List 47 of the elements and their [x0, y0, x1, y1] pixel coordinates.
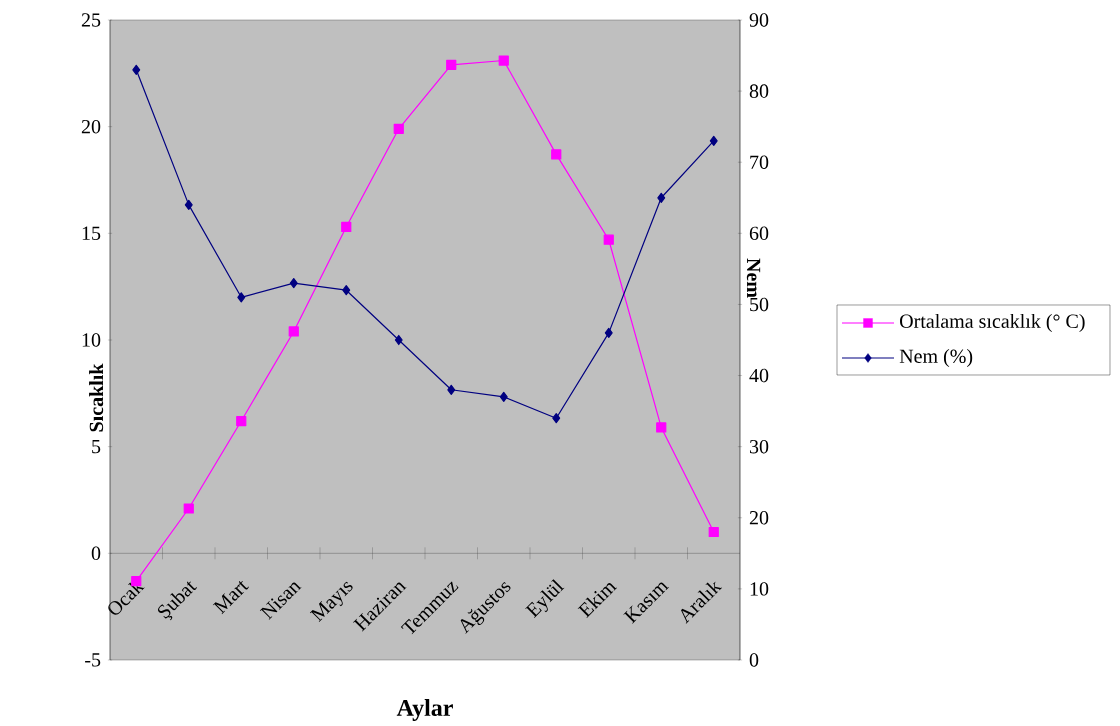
point [447, 384, 456, 395]
point [184, 199, 193, 210]
y2-tick-label: 50 [750, 297, 769, 312]
point [499, 391, 508, 402]
point [603, 234, 614, 245]
y-tick-label: 0 [91, 546, 101, 561]
y2-tick-label: 60 [749, 226, 769, 241]
y-tick-label: 5 [92, 440, 101, 454]
y2-tick-label: 80 [749, 84, 769, 98]
y2-tick-label: 30 [749, 439, 769, 454]
y-tick-label: 20 [81, 119, 101, 134]
point [604, 327, 613, 338]
y2-axis-title: Nem [746, 258, 761, 298]
x-tick-label: Ocak [108, 581, 145, 615]
y-tick-label: 25 [81, 13, 101, 27]
point [288, 326, 299, 337]
point [342, 285, 351, 296]
point [657, 192, 666, 203]
point [236, 415, 247, 427]
x-axis-title: Aylar [396, 699, 453, 721]
x-tick-label: Mart [212, 580, 249, 615]
point [656, 422, 667, 433]
point [446, 59, 457, 70]
point [341, 221, 352, 233]
point [394, 334, 403, 346]
point [552, 413, 561, 424]
y-axis-title: Sıcaklık [89, 363, 104, 432]
y-tick-label: 10 [82, 333, 101, 347]
y2-tick-label: 40 [749, 368, 769, 383]
y2-tick-label: 70 [750, 155, 769, 169]
point [183, 503, 194, 514]
y2-tick-label: 0 [749, 653, 759, 667]
y2-tick-label: 20 [749, 511, 769, 525]
legend-label: Nem (%) [899, 348, 973, 368]
point [289, 278, 298, 289]
point [551, 149, 562, 160]
point [132, 64, 141, 75]
legend-label: Ortalama sıcaklık (° C) [900, 313, 1085, 333]
point [393, 123, 404, 134]
point [709, 135, 718, 146]
y-tick-label: 15 [82, 226, 101, 241]
y2-tick-label: 10 [750, 582, 769, 596]
point [237, 292, 246, 303]
point [498, 55, 509, 66]
y2-tick-label: 90 [749, 13, 769, 27]
point [708, 526, 719, 538]
y-tick-label: -5 [85, 653, 101, 667]
